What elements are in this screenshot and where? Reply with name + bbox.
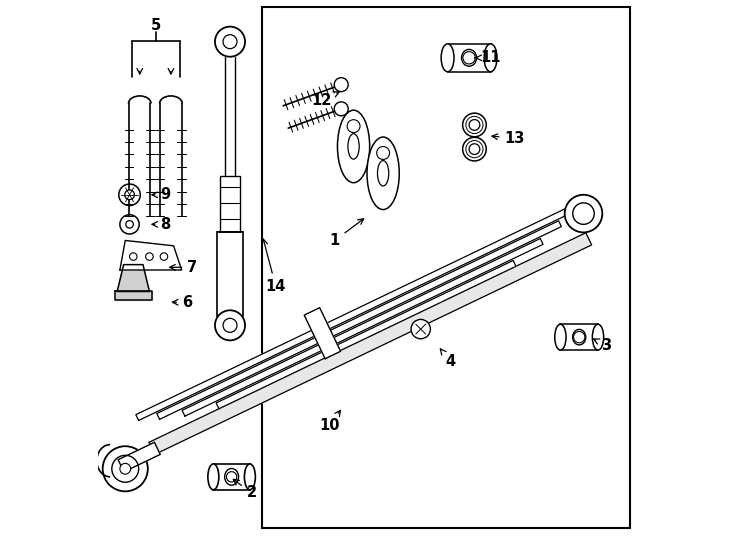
Circle shape <box>103 446 148 491</box>
Bar <box>448 44 490 72</box>
Text: 2: 2 <box>233 480 257 501</box>
Text: 10: 10 <box>319 410 341 433</box>
Text: 12: 12 <box>311 92 339 109</box>
Text: 7: 7 <box>170 260 197 275</box>
Polygon shape <box>304 308 341 359</box>
Text: 6: 6 <box>172 295 192 310</box>
Circle shape <box>377 146 390 159</box>
Polygon shape <box>149 233 592 454</box>
Polygon shape <box>120 240 181 270</box>
Circle shape <box>334 78 348 92</box>
Ellipse shape <box>555 324 566 350</box>
Circle shape <box>160 253 167 260</box>
Circle shape <box>462 113 486 137</box>
Bar <box>225 57 236 176</box>
Text: 4: 4 <box>440 349 455 369</box>
Circle shape <box>119 184 140 206</box>
Bar <box>560 324 598 350</box>
Ellipse shape <box>244 464 255 490</box>
Circle shape <box>129 253 137 260</box>
Ellipse shape <box>208 464 219 490</box>
Circle shape <box>215 26 245 57</box>
Polygon shape <box>118 442 160 472</box>
Circle shape <box>334 102 348 116</box>
Text: 1: 1 <box>330 219 363 248</box>
Text: 5: 5 <box>150 18 161 33</box>
Circle shape <box>469 119 480 130</box>
Circle shape <box>125 190 134 200</box>
Circle shape <box>411 320 430 339</box>
Circle shape <box>120 463 131 474</box>
Circle shape <box>215 310 245 340</box>
Circle shape <box>462 137 486 161</box>
Circle shape <box>469 144 480 154</box>
Polygon shape <box>182 239 543 416</box>
Text: 11: 11 <box>475 50 501 65</box>
Circle shape <box>120 215 139 234</box>
Circle shape <box>223 35 237 49</box>
Bar <box>262 7 631 528</box>
Ellipse shape <box>484 44 497 72</box>
Polygon shape <box>115 292 152 300</box>
Circle shape <box>573 203 595 224</box>
Ellipse shape <box>592 324 603 350</box>
Bar <box>217 232 243 316</box>
Circle shape <box>564 195 603 232</box>
Text: 13: 13 <box>492 131 525 146</box>
Circle shape <box>126 220 134 228</box>
Circle shape <box>145 253 153 260</box>
Polygon shape <box>216 260 516 409</box>
Text: 8: 8 <box>152 217 171 232</box>
Polygon shape <box>157 221 562 420</box>
Circle shape <box>223 319 237 332</box>
Circle shape <box>347 120 360 133</box>
Ellipse shape <box>348 134 359 159</box>
Bar <box>214 464 250 490</box>
Ellipse shape <box>441 44 454 72</box>
Text: 3: 3 <box>594 338 611 353</box>
Circle shape <box>112 455 139 482</box>
Bar <box>220 176 240 232</box>
Ellipse shape <box>367 137 399 210</box>
Ellipse shape <box>377 160 389 186</box>
Text: 9: 9 <box>152 187 170 202</box>
Text: 14: 14 <box>262 239 286 294</box>
Polygon shape <box>117 265 150 292</box>
Ellipse shape <box>338 110 370 183</box>
Polygon shape <box>136 205 575 421</box>
